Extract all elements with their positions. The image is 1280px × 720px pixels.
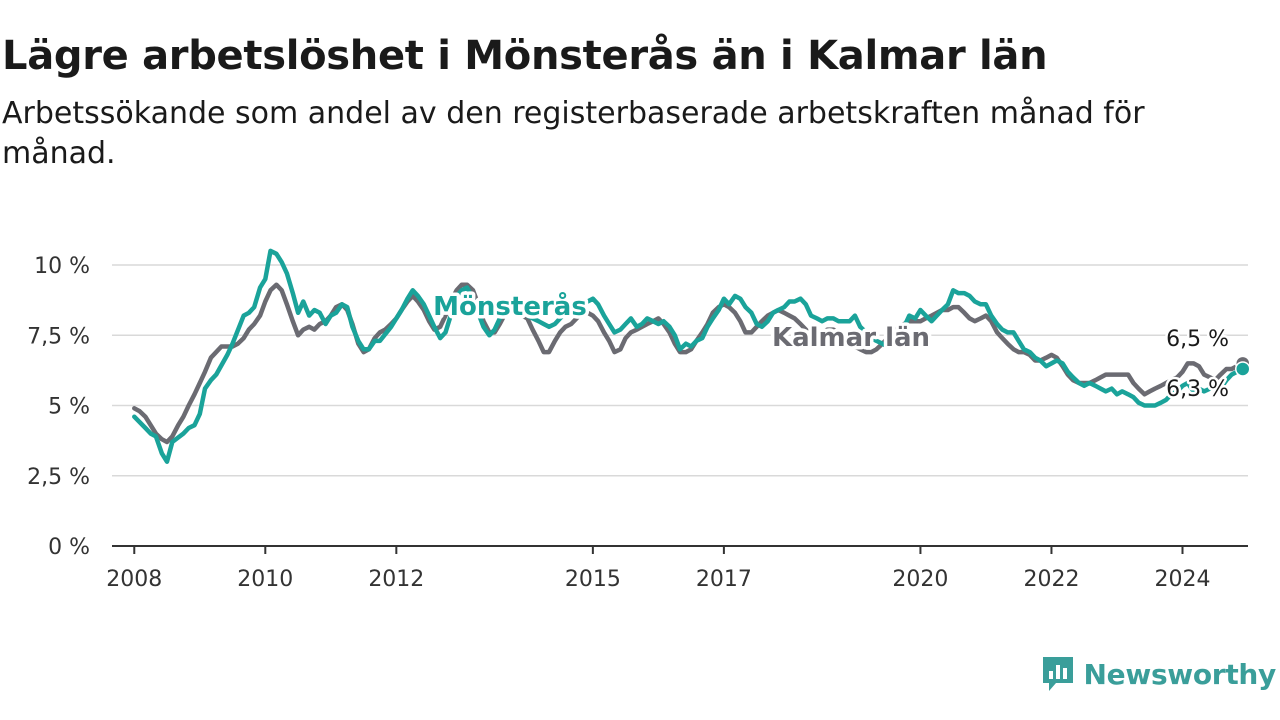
chart-title: Lägre arbetslöshet i Mönsterås än i Kalm… (2, 33, 1048, 79)
end-value-label-monsteras: 6,3 % (1166, 377, 1229, 402)
end-markers (1235, 355, 1251, 377)
series-label-kalmar-lan: Kalmar län (772, 323, 930, 353)
x-axis-tick-labels: 2008 2010 2012 2015 2017 2020 2022 2024 (106, 567, 1210, 592)
x-tick-label: 2022 (1023, 567, 1079, 592)
series-line-monsteras (132, 248, 1246, 464)
y-tick-label: 5 % (48, 395, 90, 420)
x-tick-label: 2015 (565, 567, 621, 592)
y-axis-tick-labels: 0 % 2,5 % 5 % 7,5 % 10 % (27, 254, 90, 560)
x-tick-label: 2010 (237, 567, 293, 592)
series-lines (132, 248, 1246, 464)
grid-lines (112, 264, 1248, 477)
x-tick-label: 2017 (696, 567, 752, 592)
x-axis (112, 545, 1248, 554)
direct-labels: Mönsterås Kalmar län 6,5 % 6,3 % (430, 287, 1232, 405)
y-tick-label: 7,5 % (27, 324, 90, 349)
y-tick-label: 10 % (34, 254, 90, 279)
newsworthy-logo-icon (1042, 657, 1073, 691)
brand-name: Newsworthy (1083, 657, 1277, 691)
y-tick-label: 2,5 % (27, 465, 90, 490)
chart-subtitle: Arbetssökande som andel av den registerb… (2, 96, 1145, 171)
end-marker-monsteras (1235, 361, 1251, 377)
newsworthy-brand[interactable]: Newsworthy (1040, 654, 1276, 694)
x-tick-label: 2012 (368, 567, 424, 592)
end-value-label-kalmar-lan: 6,5 % (1166, 327, 1229, 352)
x-tick-label: 2008 (106, 567, 162, 592)
y-tick-label: 0 % (48, 535, 90, 560)
x-tick-label: 2020 (892, 567, 948, 592)
series-label-monsteras: Mönsterås (433, 290, 587, 322)
x-tick-label: 2024 (1154, 567, 1210, 592)
